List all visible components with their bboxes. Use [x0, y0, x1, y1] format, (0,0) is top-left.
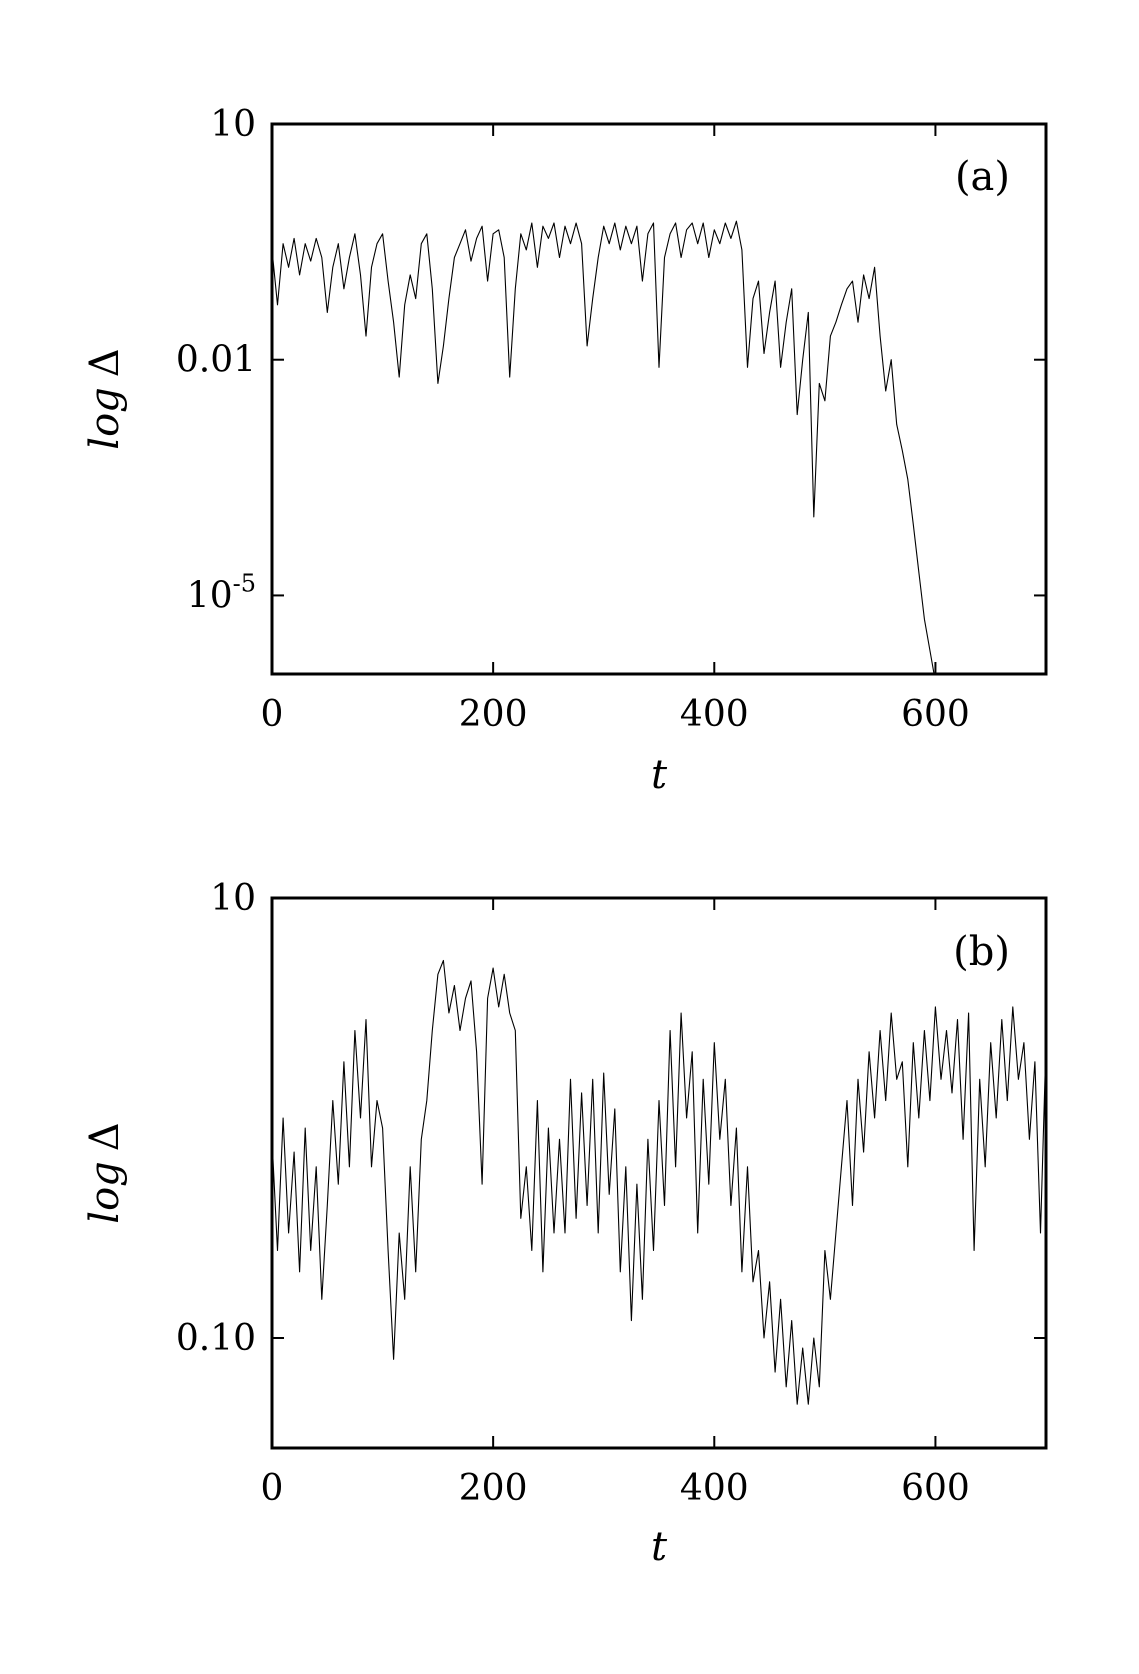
panel-a-series-line-0 [272, 220, 935, 674]
panel-b-x-tick-label: 200 [459, 1468, 528, 1509]
panel-a-y-tick-label: 0.01 [176, 340, 256, 381]
panel-a-x-axis-label: t [651, 752, 668, 798]
panel-a-label: (a) [955, 154, 1010, 200]
panel-a-x-tick-label: 0 [261, 694, 284, 735]
panel-b-x-tick-label: 600 [901, 1468, 970, 1509]
panel-a-x-tick-label: 200 [459, 694, 528, 735]
panel-b-series-layer [272, 959, 1046, 1405]
panel-b: 0 200 400 600 10 0.10 (b) t log Δ [82, 878, 1048, 1570]
panel-b-x-tick-label: 0 [261, 1468, 284, 1509]
panel-b-tick-layer: 0 200 400 600 10 0.10 [176, 878, 1046, 1509]
panel-b-x-tick-label: 400 [680, 1468, 749, 1509]
panel-a: 0 200 400 600 10 0.01 10-5 (a) t log Δ [82, 104, 1048, 798]
panel-b-series-line-0 [272, 959, 1046, 1405]
panel-b-y-tick-label: 10 [210, 878, 256, 919]
panel-a-y-axis-label-log: log [82, 387, 128, 449]
panel-b-y-axis-label-log: log [82, 1161, 128, 1223]
panel-b-label: (b) [953, 929, 1010, 975]
panel-a-y-axis-label-delta: Δ [82, 348, 128, 377]
panel-b-y-axis-label-delta: Δ [82, 1122, 128, 1151]
panel-b-y-axis-label: log Δ [82, 1122, 128, 1223]
panel-a-x-tick-label: 600 [901, 694, 970, 735]
panel-a-plot-frame [270, 122, 1048, 676]
panel-a-x-tick-label: 400 [680, 694, 749, 735]
panel-a-y-axis-label: log Δ [82, 348, 128, 449]
panel-a-tick-layer: 0 200 400 600 10 0.01 10-5 [176, 104, 1046, 735]
panel-b-x-axis-label: t [651, 1524, 668, 1570]
panel-b-plot-frame [270, 896, 1048, 1450]
panel-a-y-tick-label: 10 [210, 104, 256, 145]
panel-a-y-tick-label: 10-5 [187, 569, 256, 616]
panel-a-series-layer [272, 220, 935, 674]
panel-b-y-tick-label: 0.10 [176, 1318, 256, 1359]
